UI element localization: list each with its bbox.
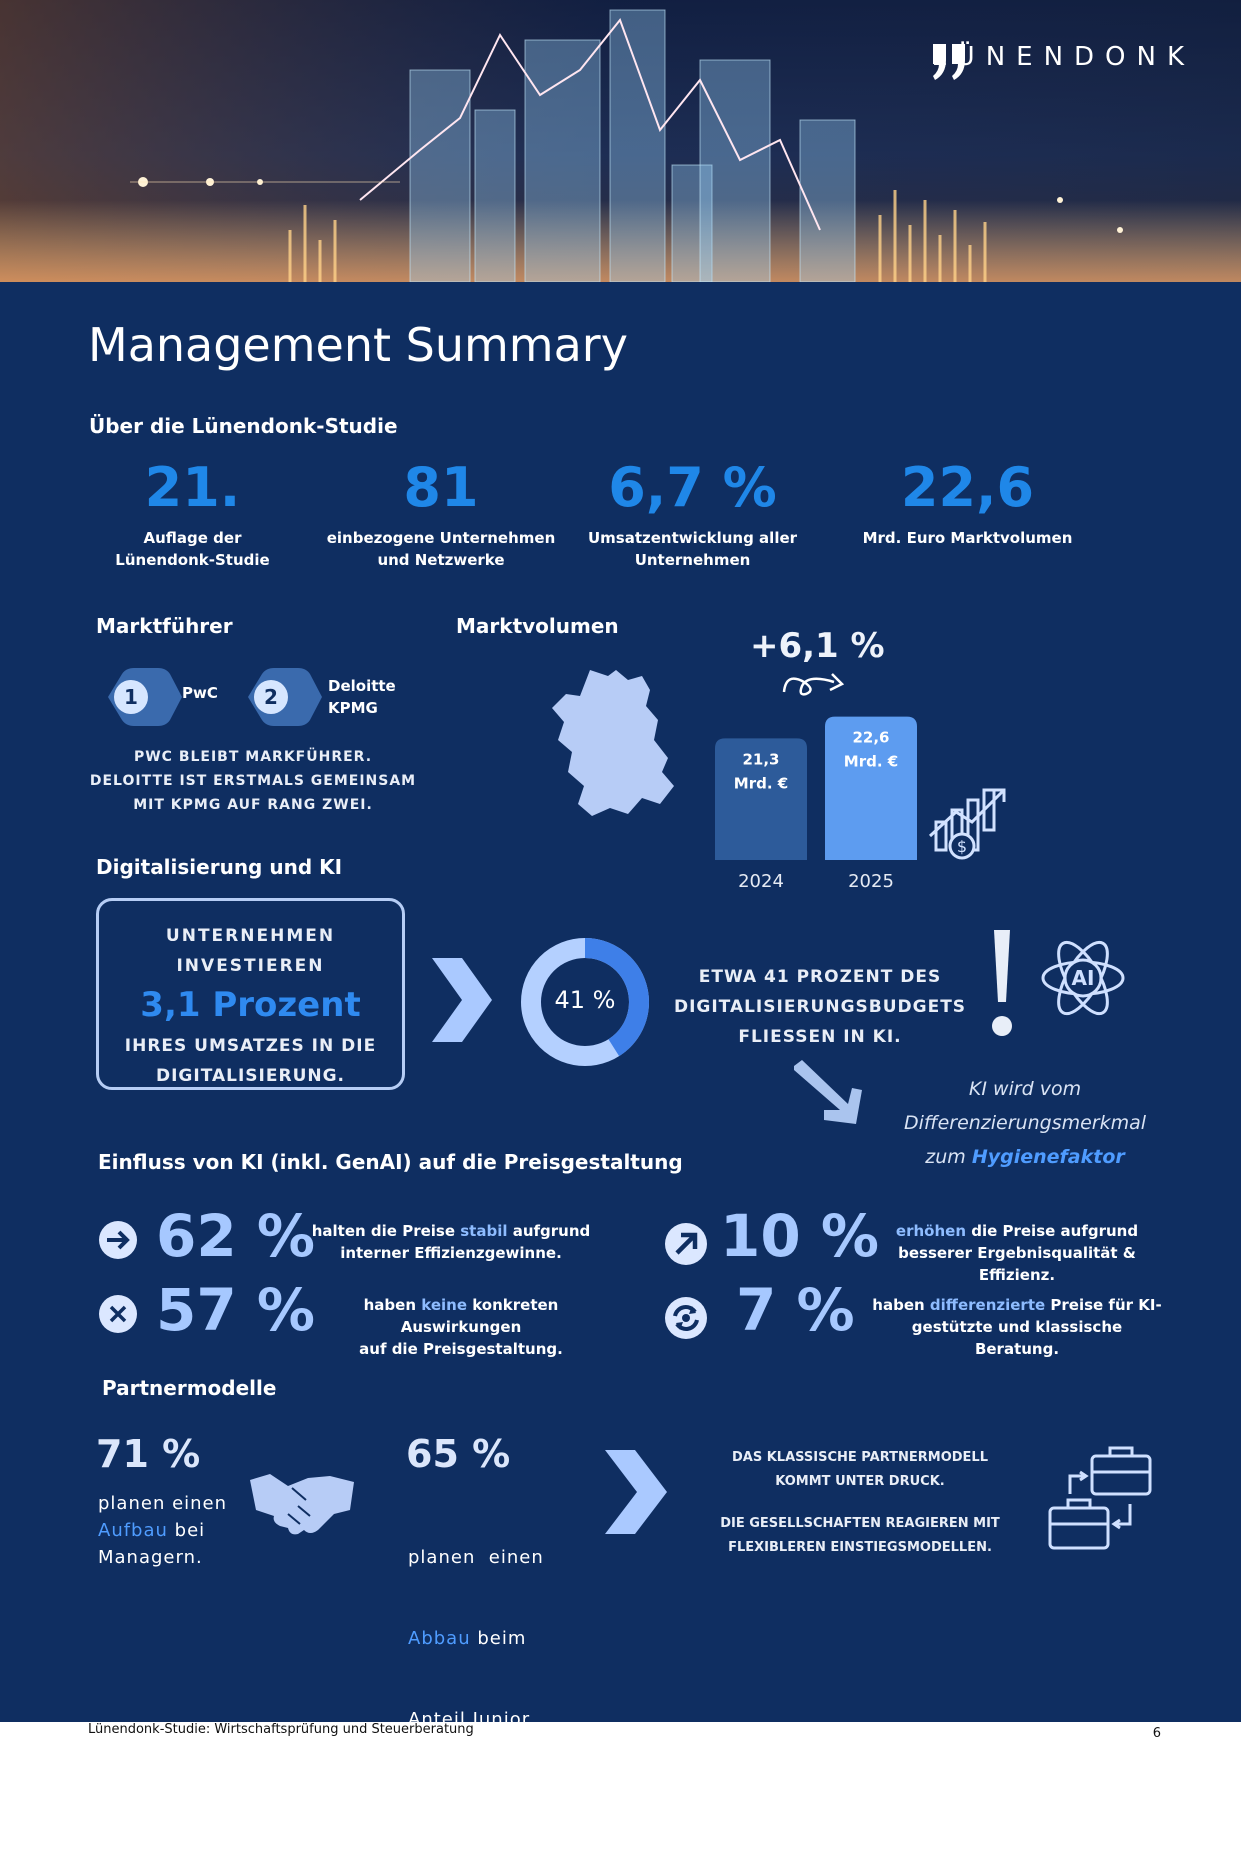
svg-text:2: 2: [264, 685, 278, 709]
chevron-right-icon: [605, 1450, 667, 1534]
stat-caption: Umsatzentwicklung aller Unternehmen: [587, 529, 798, 569]
arrow-right-icon: [99, 1221, 137, 1259]
quote-mark-icon: [933, 44, 966, 80]
hero-image: LÜNENDONK: [0, 0, 1241, 282]
ai-icon-label: AI: [1071, 966, 1095, 990]
stat-edition: 21. Auflage der Lünendonk-Studie: [90, 456, 295, 571]
growth-chart-icon: $: [928, 788, 1006, 860]
x-circle-icon: [99, 1295, 137, 1333]
pricing-text-increase: erhöhen die Preise aufgrund besserer Erg…: [895, 1222, 1139, 1284]
bar-unit-label: Mrd. €: [844, 753, 898, 771]
rank-1-badge: 1: [108, 668, 182, 726]
pricing-value-stable: 62 %: [156, 1202, 316, 1270]
svg-text:1: 1: [124, 685, 138, 709]
rank-2-names: Deloitte KPMG: [328, 677, 396, 717]
rank-1-name: PwC: [182, 684, 218, 702]
refresh-icon: [665, 1297, 707, 1339]
page: LÜNENDONK Management Summary Über die Lü…: [0, 0, 1241, 1741]
market-volume-chart: 21,3 Mrd. € 2024 22,6 Mrd. € 2025: [715, 716, 917, 892]
bar-2024: [715, 738, 807, 860]
brand-logo: LÜNENDONK: [931, 42, 1195, 80]
box-value: 3,1 Prozent: [140, 985, 361, 1025]
box-text-top: UNTERNEHMEN INVESTIEREN: [165, 926, 336, 976]
digital-heading: Digitalisierung und KI: [96, 855, 343, 879]
partner-value-managers: 71 %: [96, 1432, 201, 1476]
stat-caption: Mrd. Euro Marktvolumen: [862, 529, 1073, 547]
bar-2025: [825, 716, 917, 860]
market-heading: Marktvolumen: [456, 614, 619, 638]
pricing-heading: Einfluss von KI (inkl. GenAI) auf die Pr…: [98, 1150, 683, 1174]
handshake-icon: [250, 1474, 354, 1535]
pricing-text-none: haben keine konkreten Auswirkungen auf d…: [359, 1296, 563, 1358]
partner-value-juniors: 65 %: [406, 1432, 511, 1476]
pricing-value-increase: 10 %: [720, 1202, 880, 1270]
page-number: 6: [1152, 1726, 1161, 1741]
chevron-right-icon: [432, 958, 492, 1042]
bar-year-label: 2024: [738, 871, 784, 892]
exclamation-icon: [992, 930, 1012, 1036]
bar-year-label: 2025: [848, 871, 894, 892]
stat-caption: Auflage der Lünendonk-Studie: [115, 529, 270, 569]
ki-share-donut: [521, 938, 649, 1066]
germany-map: [552, 670, 674, 816]
stat-caption: einbezogene Unternehmen und Netzwerke: [326, 529, 556, 569]
arrow-up-right-icon: [665, 1223, 707, 1265]
page-title: Management Summary: [88, 318, 628, 372]
ki-statement: ETWA 41 PROZENT DES DIGITALISIERUNGSBUDGE…: [673, 967, 967, 1047]
pricing-value-none: 57 %: [156, 1276, 316, 1344]
content-panel: [0, 282, 1241, 1722]
curved-arrow-icon: [782, 673, 845, 696]
stat-value: 22,6: [900, 456, 1035, 519]
ki-quote: KI wird vom Differenzierungsmerkmal zum …: [903, 1078, 1147, 1168]
leaders-note: PWC BLEIBT MARKFÜHRER. DELOITTE IST ERSTM…: [89, 749, 417, 813]
partner-text-managers: planen einen Aufbau bei Managern.: [98, 1493, 228, 1568]
investment-box: UNTERNEHMEN INVESTIEREN 3,1 Prozent IHRES…: [96, 898, 405, 1090]
pricing-text-stable: halten die Preise stabil aufgrund intern…: [311, 1222, 591, 1262]
donut-label: 41 %: [554, 986, 616, 1014]
ai-atom-icon: [1041, 940, 1125, 1016]
pricing-value-differentiated: 7 %: [736, 1276, 855, 1344]
partner-heading: Partnermodelle: [102, 1376, 277, 1400]
study-heading: Über die Lünendonk-Studie: [89, 414, 398, 438]
leaders-heading: Marktführer: [96, 614, 233, 638]
stat-growth: 6,7 % Umsatzentwicklung aller Unternehmen: [580, 456, 805, 571]
partner-note: DAS KLASSISCHE PARTNERMODELL KOMMT UNTER…: [720, 1450, 1000, 1555]
donut-ki-segment: [521, 938, 649, 1066]
box-text-bottom: IHRES UMSATZES IN DIE DIGITALISIERUNG.: [124, 1036, 377, 1086]
partner-text-juniors: planen einen Abbau beim Anteil Junior Pr…: [408, 1547, 546, 1811]
stat-volume: 22,6 Mrd. Euro Marktvolumen: [860, 456, 1075, 549]
bar-value-label: 21,3: [742, 750, 779, 768]
arrow-down-right-icon: [794, 1060, 862, 1124]
stat-value: 21.: [144, 456, 241, 519]
bar-value-label: 22,6: [852, 729, 889, 747]
stat-value: 81: [403, 456, 479, 519]
logo-text: LÜNENDONK: [931, 42, 1195, 72]
svg-text:$: $: [957, 837, 967, 856]
footer-text: Lünendonk-Studie: Wirtschaftsprüfung und…: [88, 1722, 474, 1737]
stat-value: 6,7 %: [608, 456, 777, 519]
briefcase-exchange-icon: [1048, 1446, 1152, 1550]
pricing-text-differentiated: haben differenzierte Preise für KI- gest…: [872, 1296, 1162, 1358]
bar-unit-label: Mrd. €: [734, 774, 788, 792]
quote-highlight: Hygienefaktor: [971, 1146, 1125, 1168]
growth-label: +6,1 %: [750, 626, 885, 666]
stat-companies: 81 einbezogene Unternehmen und Netzwerke: [325, 456, 557, 571]
rank-2-badge: 2: [248, 668, 322, 726]
